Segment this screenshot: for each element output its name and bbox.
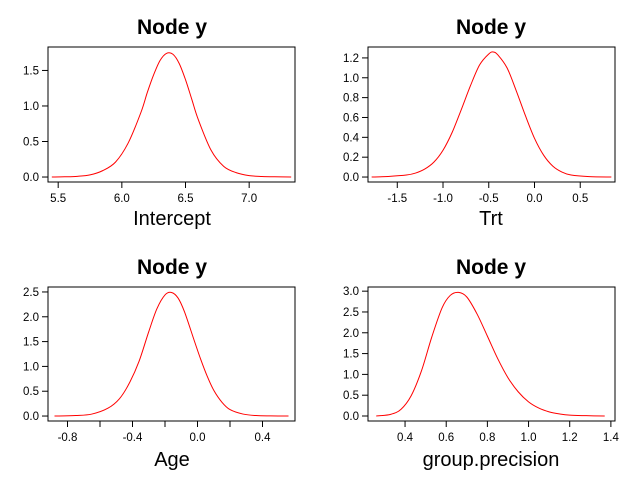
x-tick-label: 0.5: [572, 193, 588, 205]
y-tick-label: 0.0: [23, 172, 39, 184]
x-tick-label: 1.0: [521, 432, 537, 444]
y-tick-label: 0.5: [23, 386, 39, 398]
y-tick-label: 0.5: [343, 390, 359, 402]
x-tick-label: -0.5: [479, 193, 499, 205]
y-tick-label: 1.0: [343, 369, 359, 381]
density-curve: [54, 291, 289, 417]
y-tick-label: 0.2: [343, 152, 359, 164]
x-tick-label: -0.8: [58, 432, 78, 444]
chart-title: Node y: [137, 256, 207, 279]
x-tick-label: 0.8: [479, 432, 495, 444]
plot-frame: [47, 286, 296, 422]
x-tick-label: 6.0: [114, 193, 130, 205]
y-tick-label: 2.0: [23, 312, 39, 324]
y-tick-label: 1.0: [343, 73, 359, 85]
chart-title: Node y: [456, 16, 526, 39]
y-tick-label: 1.2: [343, 53, 359, 65]
x-tick-label: 1.4: [603, 432, 620, 444]
y-tick-label: 2.5: [343, 307, 359, 319]
y-tick-label: 1.0: [23, 361, 39, 373]
plot-frame: [367, 46, 616, 183]
y-tick-label: 1.5: [343, 349, 359, 361]
y-tick-label: 2.5: [23, 287, 39, 299]
y-tick-label: 0.0: [343, 172, 359, 184]
y-tick-label: 1.5: [23, 337, 39, 349]
density-curve: [51, 52, 292, 178]
x-tick-label: 0.6: [438, 432, 454, 444]
density-curve: [376, 291, 605, 417]
chart-title: Node y: [456, 256, 526, 279]
x-tick-label: 1.2: [562, 432, 578, 444]
x-tick-label: 6.5: [178, 193, 194, 205]
y-tick-label: 0.6: [343, 112, 359, 124]
x-axis-label: Trt: [479, 208, 503, 230]
y-tick-label: 0.5: [23, 137, 39, 149]
x-tick-label: -1.0: [433, 193, 453, 205]
x-tick-label: 0.4: [255, 432, 272, 444]
chart-panel-3: Node y Age -0.8 -0.4 0.0 0.4 0.0 0.5 1.0 1.5 2.0 2.…: [23, 256, 296, 471]
x-tick-label: 7.0: [241, 193, 257, 205]
chart-panel-4: Node y group.precision 0.4 0.6 0.8 1.0 1.2 1.4 0…: [343, 256, 619, 471]
x-axis-label: Intercept: [133, 208, 211, 230]
y-tick-label: 0.4: [343, 132, 360, 144]
y-tick-label: 1.0: [23, 101, 39, 113]
y-tick-label: 3.0: [343, 286, 359, 298]
x-tick-label: 0.0: [190, 432, 206, 444]
plot-frame: [47, 46, 296, 183]
y-tick-label: 1.5: [23, 65, 39, 77]
y-tick-label: 0.0: [343, 411, 359, 423]
chart-panel-1: Node y Intercept 5.5 6.0 6.5 7.0 0.0 0.5 1.0 1.5: [23, 16, 296, 230]
chart-title: Node y: [137, 16, 207, 39]
x-tick-label: 0.4: [397, 432, 414, 444]
x-axis-label: group.precision: [423, 449, 560, 471]
x-tick-label: -1.5: [387, 193, 407, 205]
density-curve: [371, 51, 612, 178]
plot-frame: [367, 286, 616, 422]
x-tick-label: -0.4: [123, 432, 143, 444]
x-axis-label: Age: [154, 449, 190, 471]
y-tick-label: 0.8: [343, 93, 359, 105]
chart-panel-2: Node y Trt -1.5 -1.0 -0.5 0.0 0.5 0.0 0.2 0.4 0.6 0…: [343, 16, 616, 230]
x-tick-label: 0.0: [526, 193, 542, 205]
y-tick-label: 2.0: [343, 328, 359, 340]
x-tick-label: 5.5: [50, 193, 66, 205]
y-tick-label: 0.0: [23, 411, 39, 423]
